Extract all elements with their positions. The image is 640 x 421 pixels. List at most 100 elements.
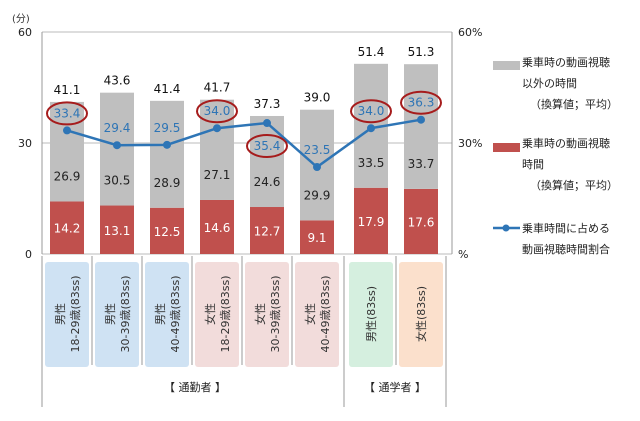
bar-red [300, 220, 334, 254]
category-box [349, 262, 393, 367]
line-value-label: 33.4 [54, 106, 81, 120]
bar-red-label: 13.1 [104, 224, 131, 238]
category-box [95, 262, 139, 367]
y-tick-label: 30 [18, 137, 32, 150]
line-point [417, 115, 425, 124]
legend-line: 乗車時間に占める 動画視聴時間割合 [522, 218, 610, 260]
bar-gray [150, 100, 184, 208]
legend-line-dot [502, 224, 510, 232]
bar-gray-label: 29.9 [304, 188, 331, 202]
legend-line-line1: 乗車時間に占める [522, 222, 610, 235]
total-label: 41.7 [204, 81, 231, 95]
bar-red [200, 199, 234, 254]
bar-gray-label: 30.5 [104, 174, 131, 188]
highlight-ellipse [196, 99, 238, 124]
y-tick-label: 60 [18, 26, 32, 39]
highlight-ellipse [350, 99, 392, 124]
line-value-label: 23.5 [304, 143, 331, 157]
group-label: 【 通学者 】 [364, 380, 426, 394]
legend-gray-line2: 以外の時間 [522, 77, 577, 90]
legend-gray-line3: （換算値；平均） [530, 98, 618, 111]
bar-gray [250, 115, 284, 208]
line-value-label: 29.5 [154, 121, 181, 135]
y2-tick-label: 60% [458, 26, 482, 39]
bar-gray [200, 99, 234, 200]
category-label: 女性 30-39歳(83ss) [253, 275, 282, 352]
total-label: 51.4 [358, 45, 385, 59]
legend-gray-line1: 乗車時の動画視聴 [522, 56, 610, 69]
line-value-label: 29.4 [104, 121, 131, 135]
highlight-ellipse [46, 101, 88, 126]
bar-red-label: 17.6 [408, 215, 435, 229]
y-tick-label: 0 [25, 248, 32, 261]
bar-red [404, 188, 438, 254]
line-point [113, 141, 121, 150]
total-label: 37.3 [254, 97, 281, 111]
line-value-label: 34.0 [204, 104, 231, 118]
total-label: 41.4 [154, 82, 181, 96]
bar-red-label: 9.1 [307, 231, 326, 245]
category-box [399, 262, 443, 367]
legend-red-line3: （換算値；平均） [530, 179, 618, 192]
bar-gray-label: 33.7 [408, 157, 435, 171]
legend-red-swatch [493, 143, 520, 152]
line-series [66, 118, 422, 169]
category-label: 男性 18-29歳(83ss) [53, 275, 82, 352]
bar-gray-label: 27.1 [204, 168, 231, 182]
category-box [145, 262, 189, 367]
category-box [295, 262, 339, 367]
category-box [245, 262, 289, 367]
line-value-label: 36.3 [408, 96, 435, 110]
legend-line-line2: 動画視聴時間割合 [522, 243, 610, 256]
bar-red-label: 14.6 [204, 221, 231, 235]
category-label: 女性 40-49歳(83ss) [303, 275, 332, 352]
legend-red-line1: 乗車時の動画視聴 [522, 137, 610, 150]
bar-gray-label: 28.9 [154, 176, 181, 190]
total-label: 39.0 [304, 91, 331, 105]
bar-red [354, 187, 388, 254]
legend-gray: 乗車時の動画視聴 以外の時間 （換算値；平均） [522, 52, 618, 115]
highlight-ellipse [400, 90, 442, 115]
category-label: 男性 30-39歳(83ss) [103, 275, 132, 352]
category-box [45, 262, 89, 367]
line-point [63, 126, 71, 135]
line-point [213, 124, 221, 133]
category-box [195, 262, 239, 367]
total-label: 51.3 [408, 45, 435, 59]
category-label: 男性(83ss) [364, 286, 378, 342]
line-point [313, 163, 321, 172]
line-point [263, 119, 271, 128]
line-value-label: 35.4 [254, 139, 281, 153]
y2-tick-label: % [458, 248, 468, 261]
bar-gray-label: 26.9 [54, 169, 81, 183]
line-point [367, 124, 375, 133]
bar-gray-label: 24.6 [254, 175, 281, 189]
y2-tick-label: 30% [458, 137, 482, 150]
bar-red [100, 205, 134, 254]
legend-red: 乗車時の動画視聴 時間 （換算値；平均） [522, 133, 618, 196]
total-label: 41.1 [54, 83, 81, 97]
bar-red-label: 12.5 [154, 225, 181, 239]
line-value-label: 34.0 [358, 104, 385, 118]
legend-gray-swatch [493, 61, 520, 70]
highlight-ellipse [246, 134, 288, 159]
category-label: 女性(83ss) [414, 286, 428, 342]
bar-gray [404, 64, 438, 189]
bar-gray-label: 33.5 [358, 156, 385, 170]
total-label: 43.6 [104, 74, 131, 88]
legend-red-line2: 時間 [522, 158, 544, 171]
bar-red-label: 14.2 [54, 222, 81, 236]
bar-red-label: 12.7 [254, 225, 281, 239]
category-label: 女性 18-29歳(83ss) [203, 275, 232, 352]
group-label: 【 通勤者 】 [164, 381, 226, 394]
line-point [163, 140, 171, 149]
category-label: 男性 40-49歳(83ss) [153, 275, 182, 352]
y-unit-label: (分) [12, 13, 30, 25]
bar-red [50, 201, 84, 254]
bar-gray [50, 101, 84, 202]
bar-red-label: 17.9 [358, 215, 385, 229]
bar-red [150, 207, 184, 254]
bar-red [250, 207, 284, 254]
